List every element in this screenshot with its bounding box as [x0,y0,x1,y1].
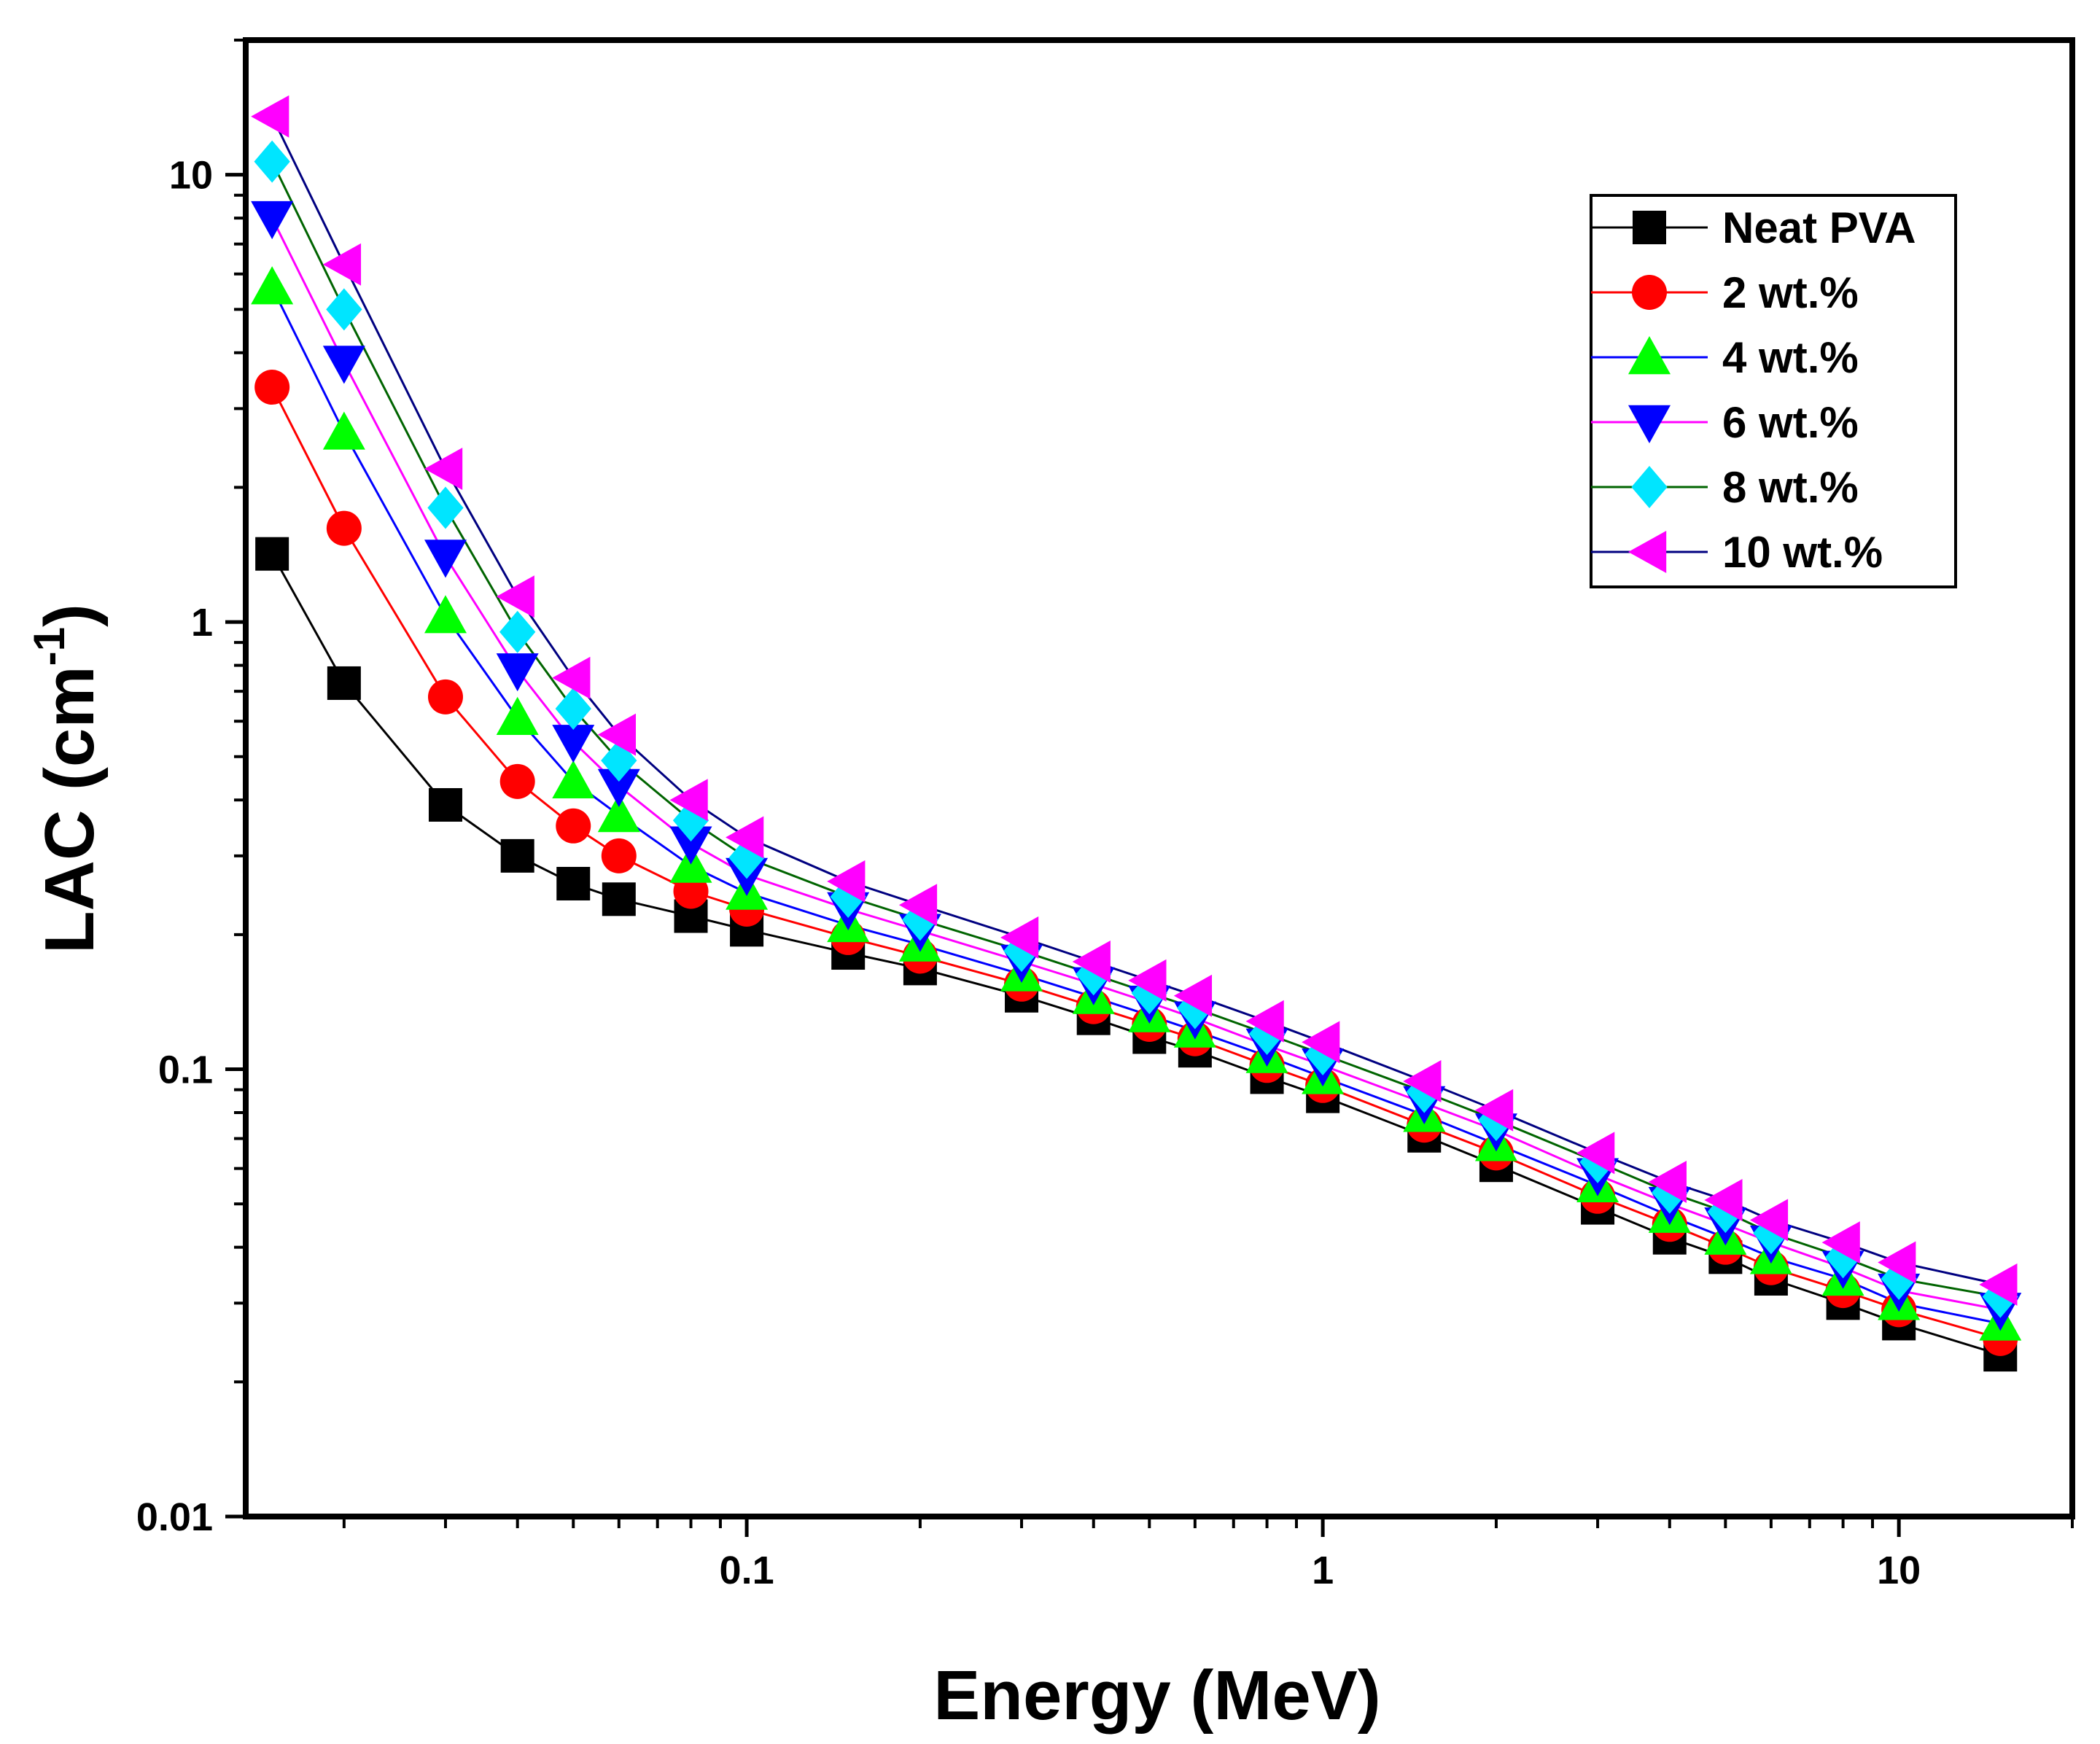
data-point [251,266,294,305]
y-tick-label: 10 [169,154,213,198]
data-point [424,540,467,578]
legend-entry: 6 wt.% [1591,398,1859,447]
legend-marker [1631,466,1668,508]
data-point [500,838,534,873]
x-tick-label: 10 [1877,1549,1921,1592]
x-tick-label: 1 [1312,1549,1334,1592]
data-point [326,510,362,546]
data-point [556,866,591,900]
data-point [827,860,866,903]
data-point [254,370,290,405]
data-point [427,486,464,529]
data-point [427,679,463,715]
data-point [496,696,539,735]
data-point [1173,974,1213,1017]
tick-layer [225,39,2074,1537]
data-point [669,779,708,822]
legend-label: 6 wt.% [1722,398,1859,447]
data-point [1648,1161,1687,1204]
data-point [326,288,362,331]
legend-label: 8 wt.% [1722,463,1859,512]
y-tick-label: 1 [191,601,213,645]
data-point [556,808,591,844]
data-point [726,816,764,859]
y-axis-title: LAC (cm-1) [25,604,109,954]
x-axis-title: Energy (MeV) [933,1657,1380,1735]
data-point [830,876,866,919]
data-point [1576,1132,1615,1175]
y-axis-title-main: LAC (cm [31,666,109,954]
legend: Neat PVA 2 wt.% 4 wt.% 6 wt.% 8 wt.% 10 wt.% [1590,194,1957,588]
legend-entry: 2 wt.% [1591,268,1859,317]
data-point [669,826,712,865]
data-point [1474,1089,1514,1132]
data-point [1072,940,1111,983]
legend-box [1590,194,1957,588]
tick-label-layer: 0.1 1 10 0.01 0.1 1 10 [136,154,1921,1592]
data-point [496,575,534,618]
data-point [251,95,289,138]
data-point [552,760,595,799]
data-point [1878,1241,1916,1284]
y-tick-label: 0.1 [158,1048,213,1092]
plot-frame [243,37,2075,1519]
legend-marker [1628,531,1667,573]
data-point [251,201,294,240]
data-point [1979,1263,2018,1306]
legend-label: 10 wt.% [1722,528,1883,577]
data-point [1749,1199,1789,1242]
data-point [601,838,637,873]
legend-entry: 8 wt.% [1591,463,1859,512]
legend-entry: 10 wt.% [1591,528,1883,577]
data-point [597,713,637,756]
y-axis-title-close: ) [31,604,109,627]
series-markers-5 [251,95,2018,1306]
legend-label: 2 wt.% [1722,268,1859,317]
data-point [496,653,539,692]
data-point [322,411,365,450]
y-axis-title-superscript: -1 [25,627,74,666]
data-point [428,787,462,822]
data-point [1128,959,1167,1002]
data-point [499,763,535,799]
y-tick-label: 0.01 [136,1495,213,1539]
data-point [597,793,640,833]
data-point [424,448,463,491]
data-point [1704,1178,1743,1221]
data-point [902,898,938,941]
data-point [898,884,938,927]
data-point [602,882,636,916]
data-point [255,537,289,571]
legend-entry: Neat PVA [1591,203,1916,252]
legend-marker [1628,336,1671,375]
legend-marker [1632,275,1667,310]
data-point [552,656,591,699]
data-point [1821,1221,1860,1264]
data-point [1245,1000,1284,1043]
x-tick-label: 0.1 [720,1549,774,1592]
data-point [552,725,595,763]
data-point [597,768,640,807]
data-point [1403,1060,1442,1103]
legend-marker [1633,211,1666,244]
data-point [424,595,467,634]
legend-marker [1628,405,1671,443]
legend-entry: 4 wt.% [1591,333,1859,382]
data-point [1000,916,1039,959]
marker-layer [251,95,2022,1372]
data-point [499,610,536,653]
data-point [254,140,290,183]
data-point [322,346,365,384]
legend-label: 4 wt.% [1722,333,1859,382]
data-point [555,688,591,731]
data-point [322,243,362,286]
data-point [1302,1021,1340,1064]
data-point [327,666,361,700]
legend-label: Neat PVA [1722,203,1916,252]
legend-items: Neat PVA 2 wt.% 4 wt.% 6 wt.% 8 wt.% 10 wt.% [1591,203,1916,577]
